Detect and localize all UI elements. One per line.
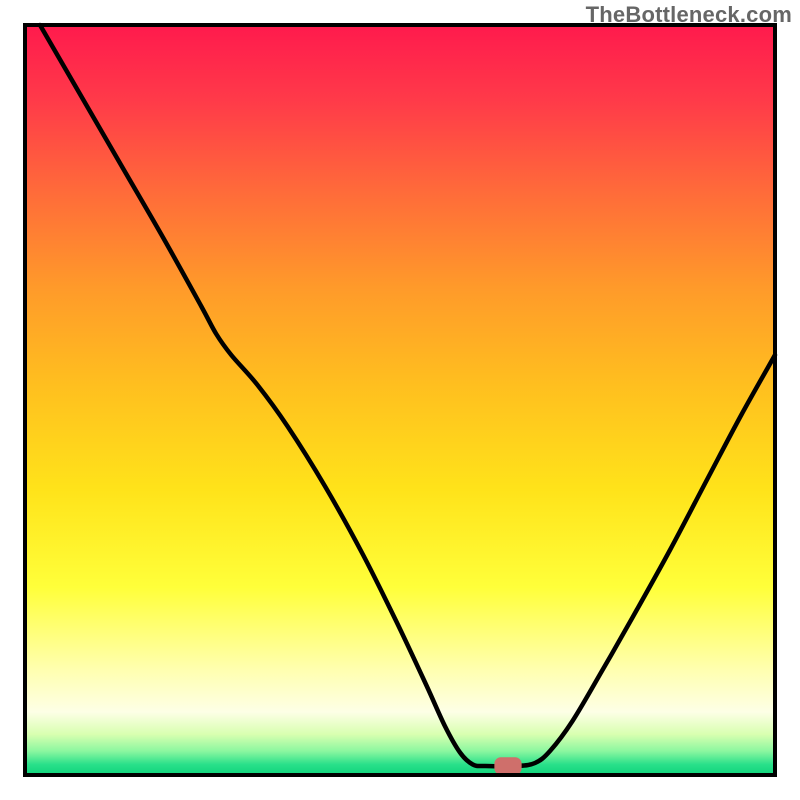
chart-container: TheBottleneck.com [0,0,800,800]
plot-area [25,25,775,775]
watermark-text: TheBottleneck.com [586,2,792,28]
chart-svg [0,0,800,800]
optimal-marker [495,758,521,775]
plot-background [25,25,775,775]
